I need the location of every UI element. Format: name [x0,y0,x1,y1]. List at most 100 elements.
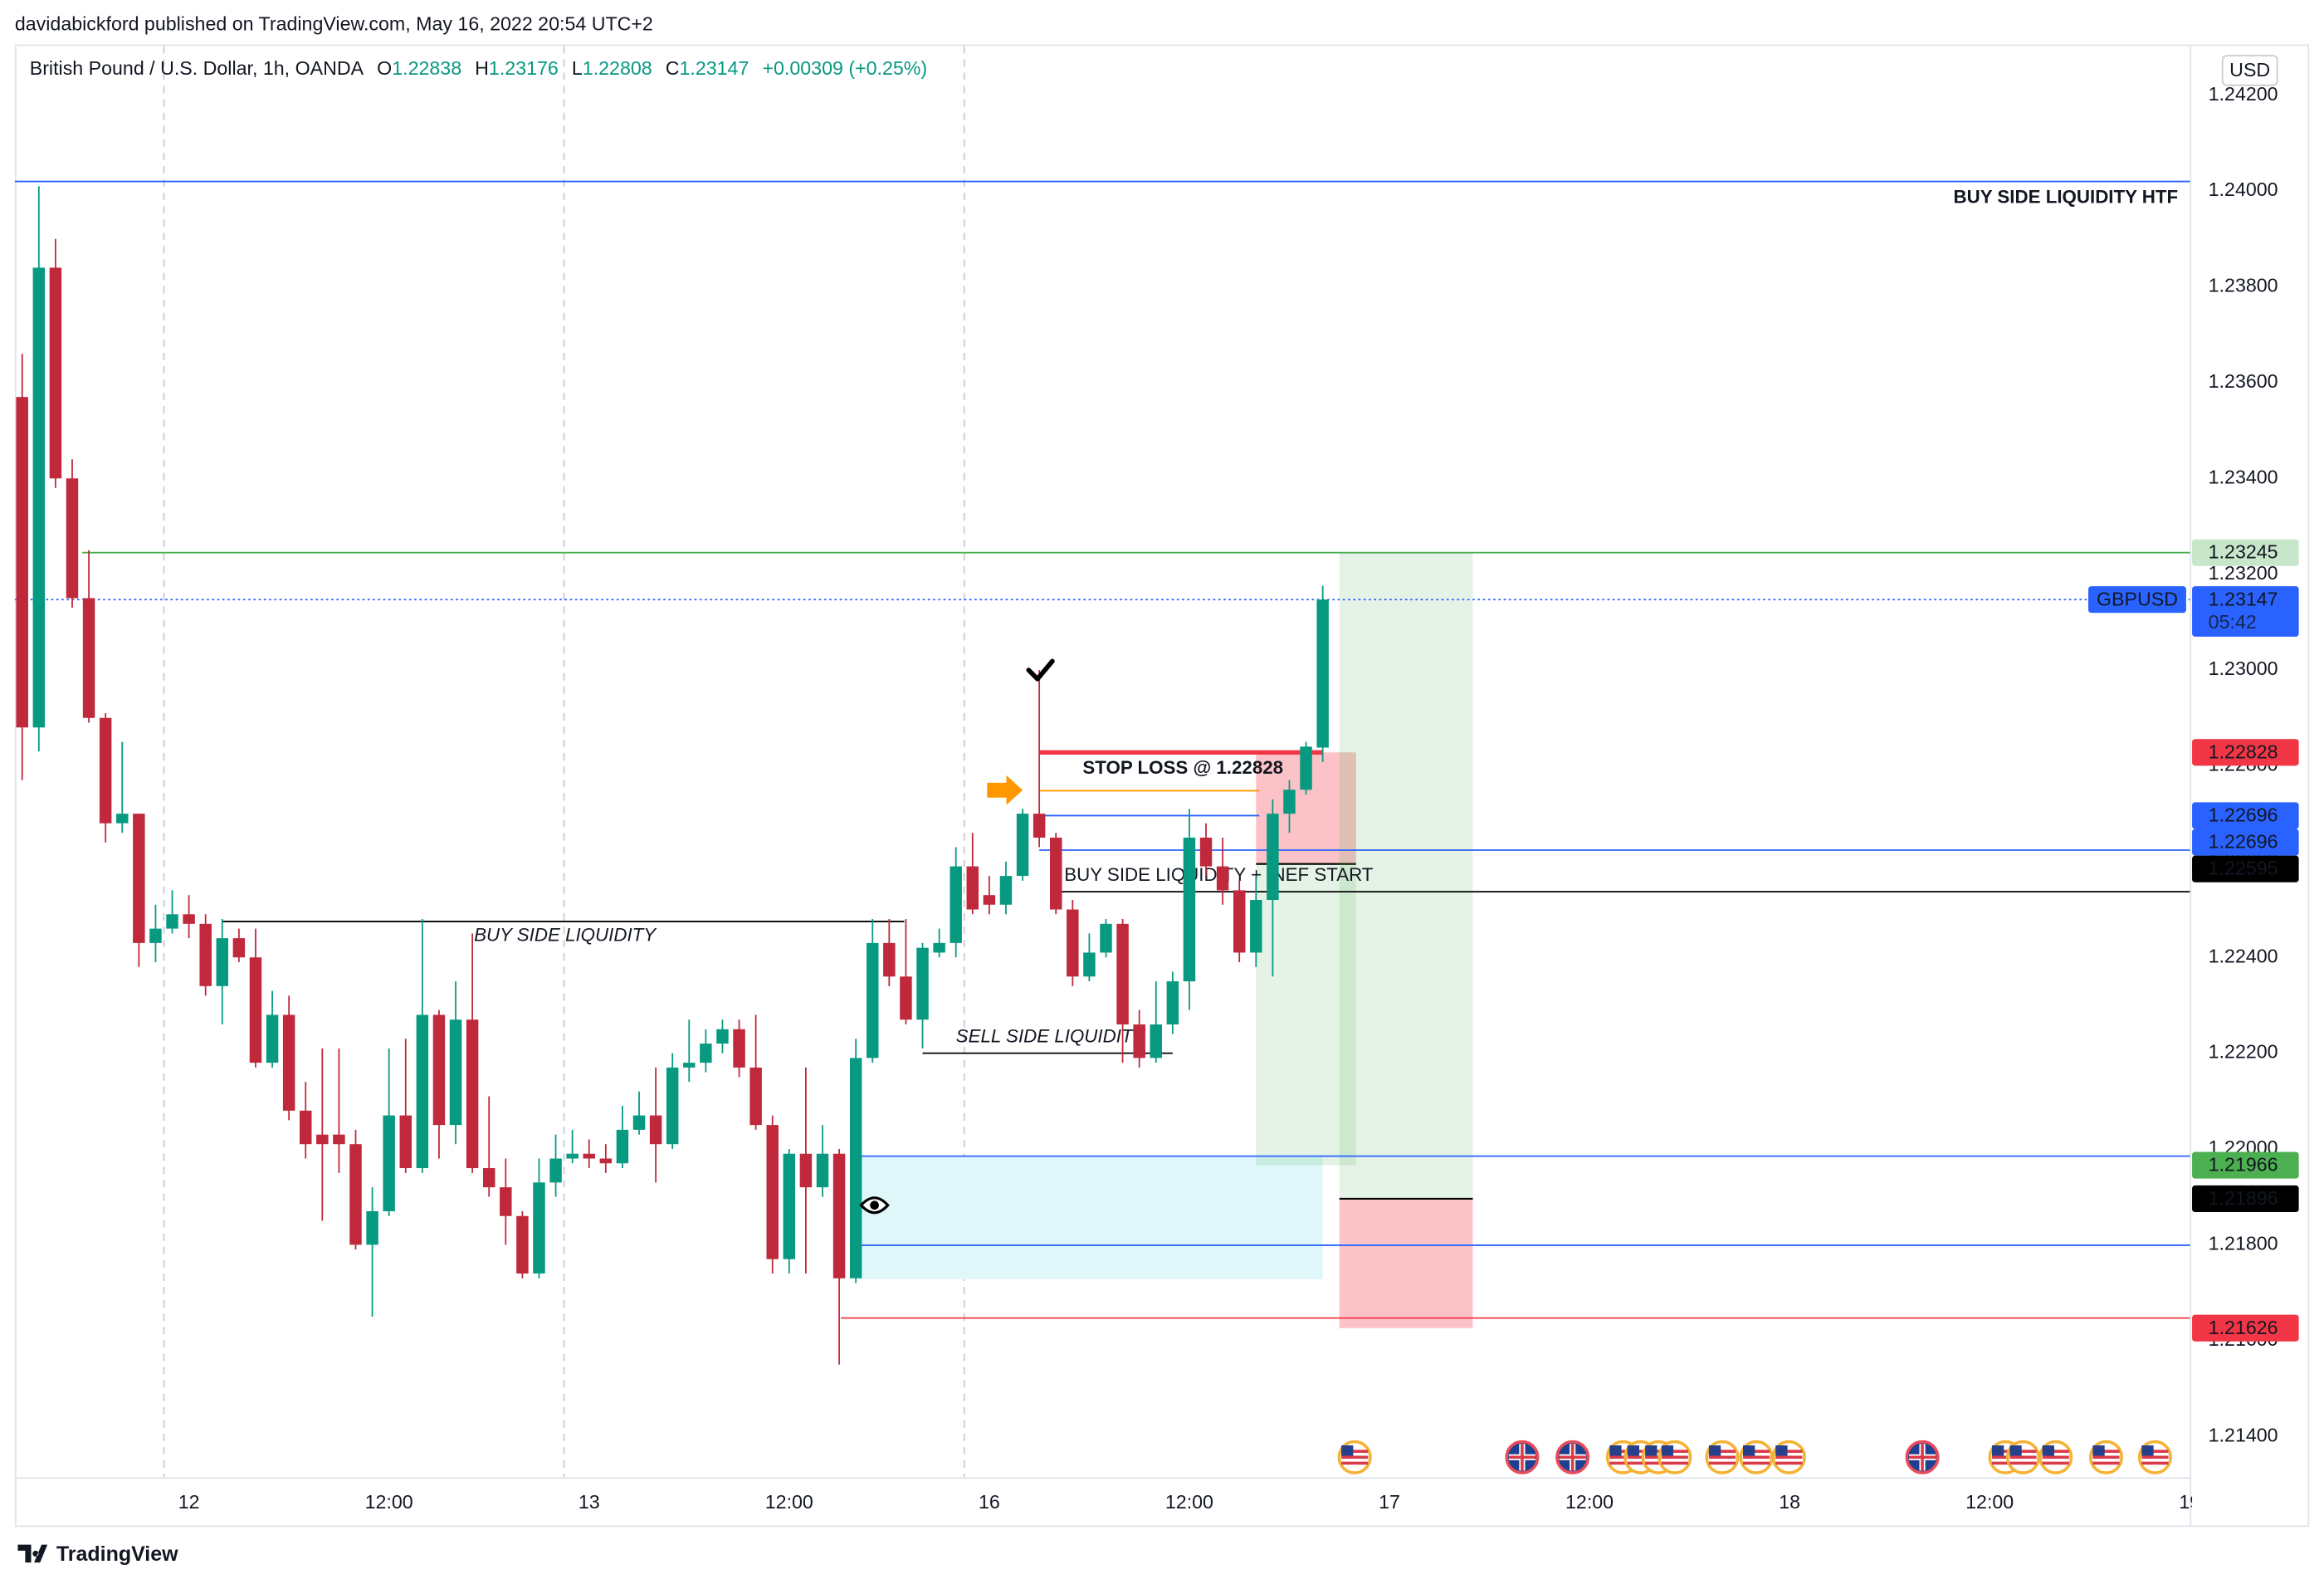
candle-body [799,1153,813,1188]
candle-body [32,267,46,728]
candle-body [733,1029,745,1068]
candle-body [1250,899,1262,953]
x-tick-label: 12 [178,1491,200,1513]
brand-logo: TradingView [17,1542,178,1566]
y-tick-label: 1.21400 [2209,1424,2278,1445]
price-tag-label: 1.23147 [2209,588,2278,609]
check-icon [1026,658,1055,682]
candle-body [232,938,246,958]
ohlc-label: H [475,57,489,79]
flag-canton [2141,1445,2154,1456]
candle-body [616,1129,629,1164]
price-tag-label: 1.21626 [2209,1317,2278,1338]
candle-body [1150,1024,1162,1058]
candle-body [1083,952,1096,977]
candle-body [832,1153,846,1278]
candle-body [883,942,896,977]
symbol-tag [2088,586,2186,614]
candle-body [716,1029,729,1044]
price-tag-label: 1.21966 [2209,1154,2278,1176]
flag-cross-red [1908,1444,1936,1471]
y-tick-label: 1.22200 [2209,1041,2278,1063]
price-tag-label: 1.22828 [2209,741,2278,762]
ohlc-label: L [572,57,583,79]
y-tick-label: 1.24200 [2209,83,2278,105]
symbol-header: British Pound / U.S. Dollar, 1h, OANDA O1… [30,57,927,79]
candle-body [1283,790,1296,814]
publish-note: davidabickford published on TradingView.… [15,12,653,34]
candle-body [1033,814,1046,838]
candle-body [432,1014,446,1126]
candle-body [766,1125,779,1259]
candle-body [999,876,1013,905]
candle-body [983,895,996,905]
y-tick-label: 1.23400 [2209,466,2278,487]
ohlc-label: O [377,57,392,79]
x-tick-label: 18 [1779,1491,1800,1513]
candle-body [566,1153,579,1159]
candle-body [449,1019,462,1126]
candle-body [333,1134,345,1145]
flag-canton [1341,1445,1354,1456]
candle-body [249,957,262,1063]
y-tick-label: 1.21800 [2209,1232,2278,1254]
price-tag-label: 1.23245 [2209,541,2278,563]
candle-body [933,942,945,953]
x-tick-label: 16 [979,1491,1000,1513]
candle-body [966,866,979,910]
stop-zone [1339,1198,1473,1328]
flag-canton [1991,1445,2004,1456]
flag-canton [1775,1445,1788,1456]
x-tick-label: 12:00 [1565,1491,1614,1513]
candle-body [666,1067,679,1145]
candle-body [166,914,178,929]
eye-icon [859,1196,890,1215]
candle-body [383,1115,395,1211]
flag-canton [1742,1445,1755,1456]
candle-body [549,1158,562,1183]
candle-body [133,814,145,943]
candle-body [783,1153,796,1259]
zone [859,1156,1323,1279]
annotation: STOP LOSS @ 1.22828 [1082,757,1283,778]
candle-body [1116,923,1129,1024]
price-tag-label: 1.22696 [2209,804,2278,825]
price-tag [2192,802,2299,829]
price-tag-label: 1.21896 [2209,1187,2278,1209]
flag-canton [1645,1445,1658,1456]
price-tag [2192,539,2299,566]
candle-body [49,267,62,479]
flag-canton [2092,1445,2105,1456]
price-tag [2192,739,2299,766]
price-tag [2192,829,2299,856]
symbol-tag-label: GBPUSD [2097,588,2178,609]
candle-body [749,1067,762,1126]
candle-body [1199,837,1213,867]
candle-body [649,1115,662,1145]
y-tick-label: 1.22400 [2209,945,2278,966]
candle-body [950,866,962,943]
candle-body [299,1110,312,1145]
candle-body [1183,837,1196,982]
candle-body [149,928,162,943]
candle-body [1016,814,1029,877]
price-tag [2192,855,2299,882]
candle-body [82,598,95,718]
y-tick-label: 1.23800 [2209,275,2278,296]
candle-body [1267,814,1279,900]
candles [16,186,1329,1365]
y-tick-label: 1.24000 [2209,178,2278,200]
candle-body [399,1115,412,1169]
candle-body [500,1187,512,1216]
target-zone [1339,552,1473,1199]
x-tick-label: 12:00 [1165,1491,1213,1513]
x-tick-label: 12:00 [365,1491,413,1513]
candle-body [632,1115,646,1130]
candle-body [1067,909,1079,977]
candle-body [66,478,79,599]
candle-body [1233,890,1246,953]
candle-body [1100,923,1112,953]
